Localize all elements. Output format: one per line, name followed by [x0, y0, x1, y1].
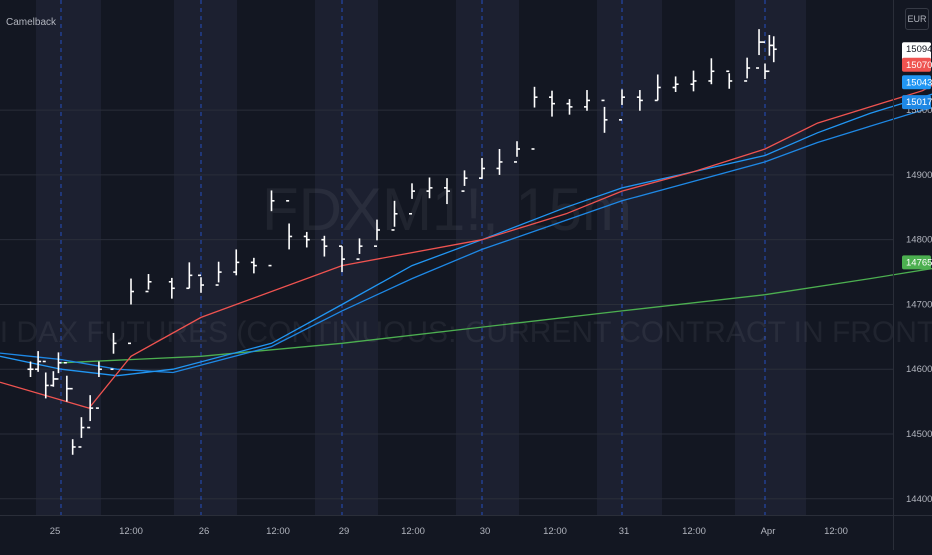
x-tick-label: 25	[50, 526, 61, 537]
currency-button[interactable]: EUR	[905, 8, 929, 30]
y-tick-label: 14700	[906, 299, 932, 310]
y-tick-label: 15000	[906, 105, 932, 116]
price-label-value: 14765	[906, 257, 932, 268]
x-tick-label: 12:00	[266, 526, 290, 537]
price-label-value: 15017	[906, 97, 932, 108]
ema-mid-line	[0, 93, 932, 377]
price-label-ema_fast	[902, 57, 931, 72]
y-tick-label: 14900	[906, 170, 932, 181]
session-shade	[315, 0, 378, 515]
ema-fast-line	[0, 84, 932, 409]
y-tick-label: 14600	[906, 364, 932, 375]
session-shade	[735, 0, 806, 515]
price-label-value: 15070	[906, 60, 932, 71]
x-tick-label: 29	[339, 526, 350, 537]
session-shade	[36, 0, 101, 515]
session-shade	[456, 0, 519, 515]
x-tick-label: 12:00	[682, 526, 706, 537]
x-tick-label: 12:00	[543, 526, 567, 537]
y-tick-label: 14800	[906, 235, 932, 246]
author-name: Camelback	[6, 17, 57, 28]
price-label-ema_slow	[902, 95, 931, 110]
x-tick-label: 30	[480, 526, 491, 537]
x-tick-label: 12:00	[824, 526, 848, 537]
x-tick-label: 12:00	[401, 526, 425, 537]
x-tick-label: 26	[199, 526, 210, 537]
watermark-description: MINI DAX FUTURES (CONTINUOUS: CURRENT CO…	[0, 316, 932, 349]
x-tick-label: 12:00	[119, 526, 143, 537]
y-tick-label: 14400	[906, 494, 932, 505]
x-tick-label: Apr	[761, 526, 776, 537]
sma-long-line	[60, 267, 932, 364]
price-label-ema_mid	[902, 75, 931, 90]
y-tick-label: 14500	[906, 429, 932, 440]
price-label-value: 15043	[906, 77, 932, 88]
price-label-value: 15094	[906, 44, 932, 55]
x-tick-label: 31	[619, 526, 630, 537]
price-label-sma_long	[902, 255, 931, 270]
session-shade	[174, 0, 237, 515]
session-shade	[597, 0, 662, 515]
